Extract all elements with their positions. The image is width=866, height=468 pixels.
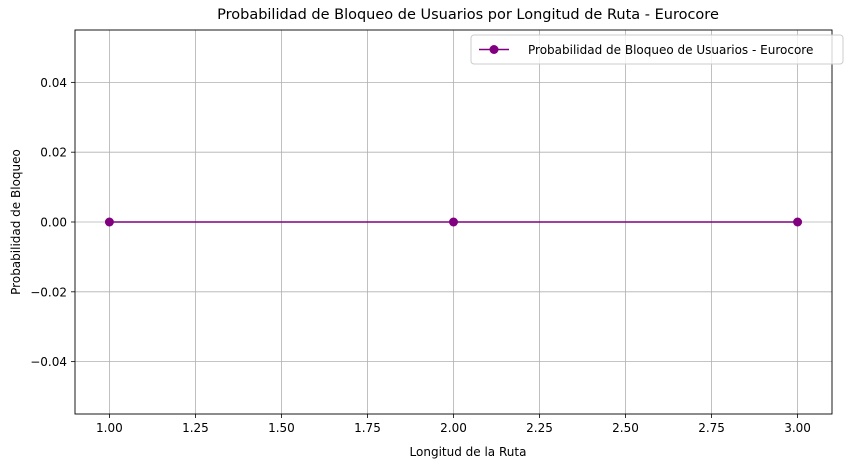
x-tick-label: 1.25 — [182, 421, 209, 435]
data-point — [104, 217, 114, 227]
chart-title: Probabilidad de Bloqueo de Usuarios por … — [217, 7, 719, 23]
x-tick-label: 1.00 — [96, 421, 123, 435]
y-tick-label: 0.04 — [40, 76, 67, 90]
y-tick-label: −0.04 — [30, 355, 67, 369]
x-tick-label: 3.00 — [784, 421, 811, 435]
x-tick-label: 2.25 — [526, 421, 553, 435]
data-point — [793, 217, 803, 227]
y-tick-label: 0.00 — [40, 216, 67, 230]
legend-marker — [489, 45, 499, 54]
y-axis-label: Probabilidad de Bloqueo — [9, 149, 23, 295]
legend-box — [470, 34, 844, 65]
legend: Probabilidad de Bloqueo de Usuarios - Eu… — [470, 34, 844, 65]
x-tick-label: 1.75 — [354, 421, 381, 435]
axes-frame — [74, 29, 833, 415]
x-axis-label: Longitud de la Ruta — [410, 445, 527, 459]
x-tick-label: 2.75 — [698, 421, 725, 435]
y-tick-label: 0.02 — [40, 146, 67, 160]
x-tick-label: 2.50 — [612, 421, 639, 435]
x-axis-ticks: 1.00 1.25 1.50 1.75 2.00 2.25 2.50 2.75 3.00 — [96, 414, 811, 435]
y-tick-label: −0.02 — [30, 285, 67, 299]
plot-area: 1.00 1.25 1.50 1.75 2.00 2.25 2.50 2.75 3.00 −0.… — [30, 29, 833, 435]
data-point — [449, 217, 458, 227]
y-axis-ticks: −0.04 −0.02 0.00 0.02 0.04 — [30, 76, 75, 369]
x-tick-label: 2.00 — [440, 421, 467, 435]
data-series — [104, 217, 803, 227]
legend-entry-label: Probabilidad de Bloqueo de Usuarios - Eu… — [528, 43, 813, 57]
x-tick-label: 1.50 — [268, 421, 295, 435]
